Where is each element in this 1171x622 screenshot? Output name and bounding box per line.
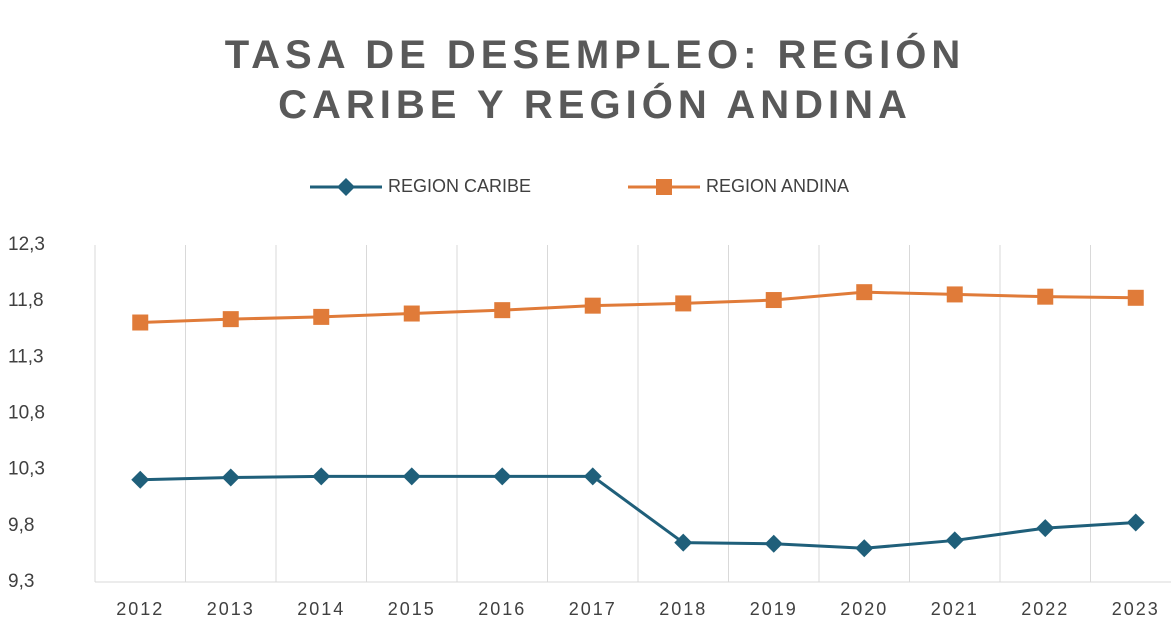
marker [675, 295, 692, 312]
marker [313, 308, 330, 325]
series-line [140, 290, 1136, 325]
x-tick-label: 2023 [1112, 599, 1160, 619]
x-tick-label: 2022 [1021, 599, 1069, 619]
marker [132, 314, 149, 331]
marker [674, 533, 693, 552]
marker [222, 311, 239, 328]
y-tick-label: 10,3 [8, 459, 45, 480]
marker [656, 179, 672, 195]
x-tick-label: 2017 [569, 599, 617, 619]
chart-title: TASA DE DESEMPLEO: REGIÓN CARIBE Y REGIÓ… [224, 33, 966, 127]
marker [493, 467, 512, 486]
x-tick-label: 2021 [931, 599, 979, 619]
marker [584, 297, 601, 314]
marker [312, 467, 331, 486]
y-tick-label: 11,8 [8, 290, 44, 311]
marker [402, 467, 421, 486]
marker [1127, 289, 1144, 306]
marker [1036, 519, 1055, 538]
marker [945, 531, 964, 550]
y-tick-label: 9,8 [8, 515, 34, 536]
y-tick-label: 11,3 [8, 346, 44, 367]
marker [403, 305, 420, 322]
x-tick-label: 2015 [388, 599, 436, 619]
x-tick-label: 2019 [750, 599, 798, 619]
series-line [140, 474, 1136, 550]
marker [1126, 513, 1145, 532]
marker [1037, 288, 1054, 305]
marker [337, 178, 355, 196]
x-tick-label: 2014 [297, 599, 345, 619]
marker [583, 467, 602, 486]
marker [221, 468, 240, 487]
x-tick-label: 2018 [659, 599, 707, 619]
legend-label: REGION ANDINA [706, 176, 849, 196]
marker [765, 292, 782, 309]
x-tick-label: 2013 [207, 599, 255, 619]
x-tick-label: 2020 [840, 599, 888, 619]
marker [855, 539, 874, 558]
y-tick-label: 12,3 [8, 234, 45, 255]
legend-label: REGION CARIBE [388, 176, 531, 196]
marker [131, 470, 150, 489]
y-tick-label: 10,8 [8, 403, 45, 424]
marker [764, 534, 783, 553]
marker [856, 284, 873, 301]
y-tick-label: 9,3 [8, 571, 34, 592]
marker [494, 302, 511, 319]
marker [946, 286, 963, 303]
x-tick-label: 2012 [116, 599, 164, 619]
x-tick-label: 2016 [478, 599, 526, 619]
